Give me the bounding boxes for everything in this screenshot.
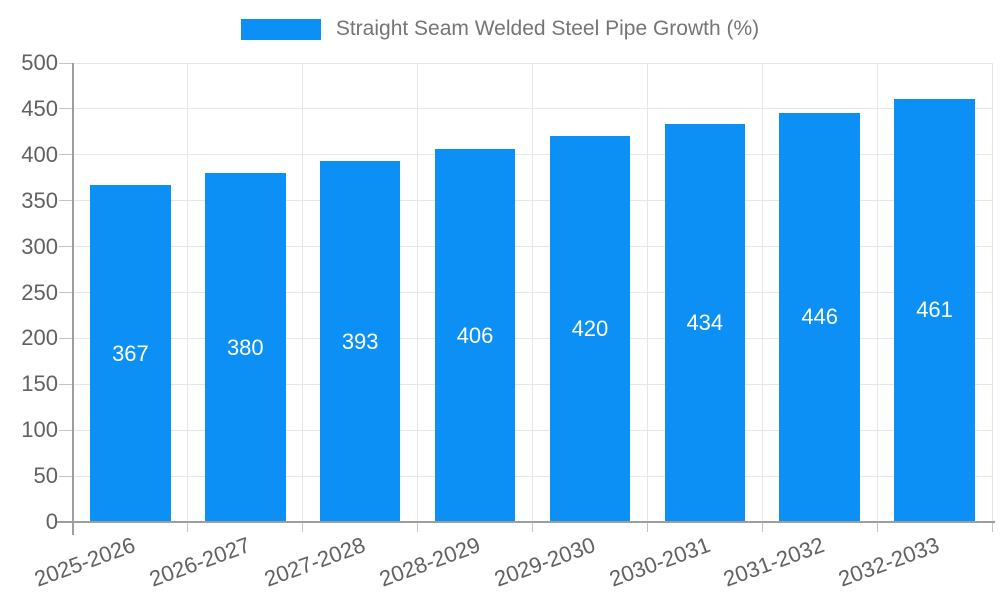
bar-value-label: 434 <box>686 309 724 335</box>
x-tick-label: 2030-2031 <box>605 532 714 592</box>
bar[interactable] <box>779 112 860 522</box>
gridline-vertical <box>876 63 878 522</box>
y-tick-label: 350 <box>21 187 58 213</box>
y-axis-tick <box>59 154 73 156</box>
y-axis-tick <box>59 383 73 385</box>
y-tick-label: 200 <box>21 325 58 351</box>
y-axis-tick <box>59 108 73 110</box>
y-axis-tick <box>59 337 73 339</box>
bar[interactable] <box>549 136 631 522</box>
y-axis-tick <box>59 62 73 64</box>
x-tick-label: 2027-2028 <box>260 532 369 592</box>
legend-item[interactable]: Straight Seam Welded Steel Pipe Growth (… <box>0 17 1000 41</box>
bar[interactable] <box>664 123 745 522</box>
x-tick-label: 2025-2026 <box>31 532 139 592</box>
y-tick-label: 100 <box>21 417 58 443</box>
bar-value-label: 367 <box>112 340 149 366</box>
x-tick-label: 2031-2032 <box>720 532 828 592</box>
x-axis-tick <box>302 523 304 532</box>
legend-swatch-icon <box>240 18 321 40</box>
gridline-vertical <box>646 63 648 522</box>
x-tick-label: 2029-2030 <box>490 532 599 592</box>
gridline-vertical <box>187 63 189 522</box>
x-axis-tick <box>187 523 189 532</box>
y-tick-label: 0 <box>45 509 58 534</box>
x-axis-line <box>57 521 995 523</box>
y-tick-label: 250 <box>21 279 58 305</box>
bar-value-label: 446 <box>801 304 839 330</box>
y-axis-tick <box>59 246 73 248</box>
bar[interactable] <box>434 149 516 522</box>
bar[interactable] <box>205 173 286 522</box>
x-axis-tick <box>532 523 533 532</box>
gridline-vertical <box>417 63 419 522</box>
gridline-vertical <box>761 63 763 522</box>
bar[interactable] <box>894 98 975 522</box>
x-axis-tick <box>761 523 763 532</box>
x-tick-label: 2032-2033 <box>835 532 943 592</box>
y-tick-label: 150 <box>21 371 58 397</box>
y-axis-line <box>72 63 74 535</box>
y-tick-label: 500 <box>21 50 58 75</box>
bar-value-label: 393 <box>341 328 379 354</box>
x-axis-tick <box>646 523 648 532</box>
y-tick-label: 50 <box>33 463 58 489</box>
y-tick-label: 400 <box>21 141 58 167</box>
bar-value-label: 461 <box>916 297 953 323</box>
x-axis-tick <box>876 523 878 532</box>
y-axis-tick <box>59 429 73 431</box>
bar[interactable] <box>90 185 171 522</box>
x-tick-label: 2026-2027 <box>146 532 254 592</box>
gridline-vertical <box>302 63 304 522</box>
y-tick-label: 300 <box>21 233 58 259</box>
y-axis-tick <box>59 292 73 293</box>
y-axis-tick <box>59 200 73 202</box>
bar-value-label: 420 <box>571 316 609 342</box>
bar-value-label: 406 <box>456 322 494 348</box>
x-axis-tick <box>417 523 419 532</box>
bar-value-label: 380 <box>226 334 264 360</box>
x-tick-label: 2028-2029 <box>375 532 484 592</box>
x-axis-tick <box>991 523 993 532</box>
y-axis-tick <box>59 475 73 477</box>
y-tick-label: 450 <box>21 95 58 121</box>
gridline-vertical <box>532 63 533 522</box>
bar[interactable] <box>319 161 401 522</box>
legend-label: Straight Seam Welded Steel Pipe Growth (… <box>335 17 760 40</box>
gridline-vertical <box>991 63 993 522</box>
